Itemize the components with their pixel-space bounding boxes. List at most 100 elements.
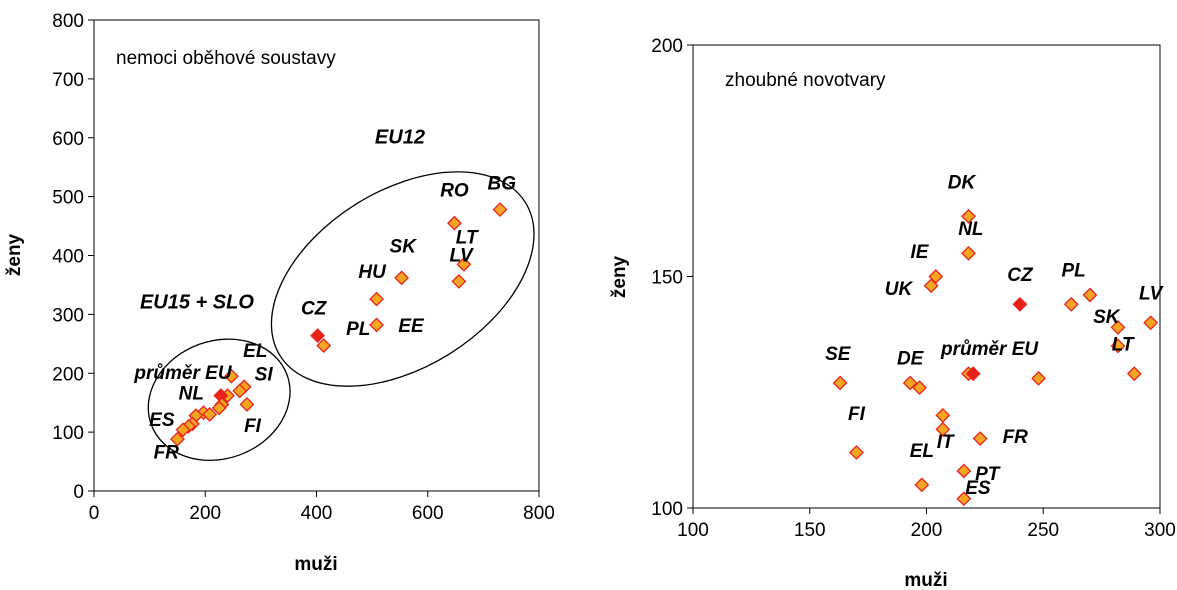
data-point: [1110, 320, 1126, 335]
data-point: [935, 407, 951, 423]
y-tick-label: 600: [52, 129, 84, 150]
point-label: BG: [487, 174, 516, 195]
data-point: [1126, 366, 1142, 382]
data-point: [492, 202, 508, 217]
data-point: [956, 463, 972, 479]
y-tick-label: 300: [52, 305, 84, 326]
data-point: [202, 407, 218, 422]
data-points: [832, 208, 1159, 507]
x-axis-title: muži: [904, 570, 947, 590]
x-tick-label: 100: [677, 520, 709, 541]
point-label: DE: [897, 348, 925, 369]
y-tick-label: 400: [52, 247, 84, 268]
point-label: UK: [885, 279, 914, 300]
data-point: [316, 338, 332, 353]
point-label: průměr EU: [133, 363, 232, 384]
data-point: [369, 291, 384, 307]
x-tick-labels: 100 150 200 250 300: [677, 508, 1176, 541]
y-tick-label: 700: [52, 70, 84, 91]
x-tick-label: 300: [1144, 520, 1176, 541]
data-point: [923, 278, 939, 294]
point-label: ES: [965, 478, 991, 499]
x-tick-label: 200: [911, 520, 943, 541]
data-point-highlight: [1012, 296, 1028, 312]
point-label: LT: [456, 228, 479, 249]
data-point: [1031, 370, 1046, 386]
data-point: [1143, 315, 1159, 331]
data-point-highlight: [965, 366, 981, 382]
x-tick-labels: 0 200 400 600 800: [89, 491, 555, 524]
y-axis-title: ženy: [609, 255, 630, 298]
point-label: SE: [825, 344, 852, 365]
data-point: [912, 380, 927, 396]
x-axis-title: muži: [294, 554, 337, 575]
point-label: CZ: [1007, 265, 1034, 286]
point-label: FR: [1003, 427, 1029, 448]
data-point: [961, 245, 976, 261]
y-tick-label: 100: [52, 423, 84, 444]
data-point: [1110, 338, 1126, 354]
y-tick-label: 200: [52, 364, 84, 385]
point-label: LV: [450, 245, 475, 266]
point-label: NL: [958, 219, 983, 240]
point-label: PL: [1061, 261, 1085, 282]
point-label: EL: [243, 341, 267, 362]
y-axis-title: ženy: [4, 233, 25, 276]
x-tick-label: 200: [189, 503, 221, 524]
point-label: PL: [346, 319, 370, 340]
chart-1: 0 200 400 600 800 0 100 200 300 400 500 600 700 800 mu…: [4, 11, 555, 575]
y-tick-label: 100: [651, 499, 683, 520]
point-label: SK: [1093, 307, 1121, 328]
y-tick-labels: 100 150 200: [651, 36, 693, 520]
x-tick-label: 250: [1027, 520, 1059, 541]
y-tick-label: 150: [651, 268, 683, 289]
y-tick-labels: 0 100 200 300 400 500 600 700 800: [52, 11, 94, 503]
point-label: LT: [1112, 335, 1135, 356]
data-point-highlight: [310, 328, 326, 343]
point-label: IE: [911, 242, 930, 263]
y-tick-label: 500: [52, 188, 84, 209]
point-label: FI: [848, 404, 866, 425]
y-tick-label: 800: [52, 11, 84, 32]
point-labels: DK NL IE UK CZ PL LV SK LT průměr EU SE DE FI IT FR EL P…: [825, 173, 1164, 500]
group-ellipse: [270, 171, 535, 387]
chart-2: 100 150 200 250 300 100 150 200 muži ženy zhoubné …: [609, 36, 1176, 590]
point-label: EL: [910, 441, 934, 462]
point-label: LV: [1139, 284, 1164, 305]
point-label: HU: [358, 262, 387, 283]
point-label: EE: [398, 316, 425, 337]
data-point: [928, 269, 944, 284]
data-point: [369, 317, 384, 333]
y-tick-label: 200: [651, 36, 683, 57]
data-point: [849, 445, 864, 460]
data-point: [451, 273, 467, 289]
data-point: [232, 383, 248, 399]
x-tick-label: 600: [412, 503, 444, 524]
data-point: [394, 270, 410, 286]
group-ellipse: [147, 338, 291, 461]
plot-area-frame: [692, 44, 1161, 509]
data-point: [972, 431, 988, 446]
point-label: CZ: [301, 298, 328, 319]
point-label: FI: [244, 416, 262, 437]
data-point: [902, 375, 918, 391]
point-label: průměr EU: [940, 339, 1039, 360]
data-point: [914, 477, 930, 493]
data-point: [832, 375, 848, 391]
point-label: RO: [440, 181, 469, 202]
group-label: EU15 + SLO: [140, 291, 254, 313]
point-label: ES: [149, 410, 175, 431]
x-tick-label: 400: [301, 503, 333, 524]
x-tick-label: 150: [794, 520, 826, 541]
point-label: NL: [179, 384, 204, 405]
data-point: [1082, 287, 1098, 303]
data-point: [956, 491, 972, 507]
data-points: [170, 202, 508, 447]
point-label: FR: [154, 443, 180, 464]
x-tick-label: 0: [89, 503, 100, 524]
data-point: [170, 431, 185, 447]
data-point: [447, 215, 462, 231]
data-point: [456, 256, 472, 272]
